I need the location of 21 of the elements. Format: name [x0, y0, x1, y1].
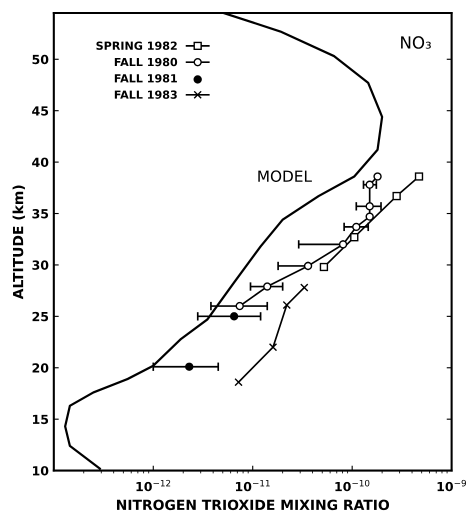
x-axis-title: NITROGEN TRIOXIDE MIXING RATIO — [116, 500, 390, 510]
legend-label: SPRING 1982 — [96, 42, 177, 50]
annotation: NO₃ — [401, 36, 431, 49]
x-tick-label: 10$^{−10}$ — [335, 480, 370, 492]
y-axis-title: ALTITUDE (km) — [12, 186, 25, 300]
y-tick-label: 15 — [32, 414, 48, 424]
series-label: MODEL — [258, 170, 312, 182]
y-tick-label: 45 — [32, 106, 48, 116]
y-tick-label: 35 — [32, 208, 48, 218]
y-tick-label: 40 — [32, 158, 48, 168]
y-tick-label: 50 — [32, 54, 48, 64]
legend-label: FALL 1981 — [114, 74, 177, 83]
y-tick-label: 20 — [32, 363, 48, 373]
legend-label: FALL 1983 — [114, 90, 177, 99]
x-tick-label: 10$^{−9}$ — [438, 480, 466, 492]
y-tick-label: 10 — [32, 466, 48, 476]
y-tick-label: 25 — [32, 312, 48, 322]
x-tick-label: 10$^{−11}$ — [236, 480, 270, 492]
y-tick-label: 30 — [32, 260, 48, 270]
x-tick-label: 10$^{−12}$ — [136, 480, 170, 492]
legend-label: FALL 1980 — [114, 58, 178, 66]
